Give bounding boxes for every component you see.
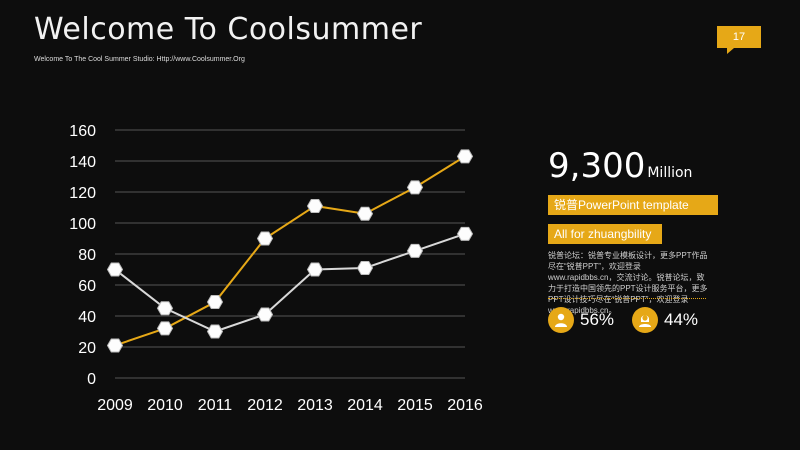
divider xyxy=(548,298,706,299)
y-tick-label: 60 xyxy=(78,278,96,295)
y-tick-label: 100 xyxy=(69,216,96,233)
data-point-1 xyxy=(256,231,274,246)
x-tick-label: 2011 xyxy=(198,397,233,414)
data-point-1 xyxy=(306,198,324,213)
page-number-badge: 17 xyxy=(717,26,761,54)
data-point-1 xyxy=(356,206,374,221)
big-number-value: 9,300 xyxy=(548,146,646,186)
data-point-2 xyxy=(306,262,324,277)
data-point-2 xyxy=(156,301,174,316)
data-point-1 xyxy=(456,149,474,164)
data-point-2 xyxy=(356,260,374,275)
x-tick-label: 2009 xyxy=(97,397,133,414)
page-title: Welcome To Coolsummer xyxy=(34,12,423,47)
y-tick-label: 40 xyxy=(78,309,96,326)
description-text: 锐普论坛：锐普专业模板设计，更多PPT作品尽在“锐普PPT”，欢迎登录www.r… xyxy=(548,251,708,315)
page-subtitle: Welcome To The Cool Summer Studio: Http:… xyxy=(34,56,245,63)
x-tick-label: 2014 xyxy=(347,397,383,414)
y-tick-label: 0 xyxy=(87,371,96,388)
big-number: 9,300 Million xyxy=(548,146,692,186)
x-tick-label: 2010 xyxy=(147,397,183,414)
x-tick-label: 2013 xyxy=(297,397,333,414)
data-point-2 xyxy=(256,307,274,322)
y-tick-label: 80 xyxy=(78,247,96,264)
data-point-1 xyxy=(106,338,124,353)
data-point-2 xyxy=(206,324,224,339)
x-tick-label: 2015 xyxy=(397,397,433,414)
data-point-2 xyxy=(106,262,124,277)
stat-female: 44% xyxy=(632,307,698,333)
data-point-1 xyxy=(156,321,174,336)
person-male-icon xyxy=(548,307,574,333)
y-tick-label: 20 xyxy=(78,340,96,357)
stat-female-percent: 44% xyxy=(664,310,699,329)
big-number-unit: Million xyxy=(647,165,693,181)
data-point-2 xyxy=(406,243,424,258)
x-tick-label: 2016 xyxy=(447,397,483,414)
data-point-1 xyxy=(406,180,424,195)
stat-male: 56% xyxy=(548,307,614,333)
stat-male-percent: 56% xyxy=(580,310,615,329)
tag-zhuangbility: All for zhuangbility xyxy=(548,224,662,244)
y-tick-label: 140 xyxy=(69,154,96,171)
line-chart: 0 20 40 60 80 100 120 140 160 2009 2010 2011 2012 201… xyxy=(69,123,483,414)
tag-template: 锐普PowerPoint template xyxy=(548,195,718,215)
data-point-1 xyxy=(206,295,224,310)
x-tick-label: 2012 xyxy=(247,397,283,414)
data-point-2 xyxy=(456,226,474,241)
y-tick-label: 120 xyxy=(69,185,96,202)
person-female-icon xyxy=(632,307,658,333)
y-tick-label: 160 xyxy=(69,123,96,140)
series-line-1 xyxy=(114,155,466,347)
series-line-2 xyxy=(114,232,466,333)
